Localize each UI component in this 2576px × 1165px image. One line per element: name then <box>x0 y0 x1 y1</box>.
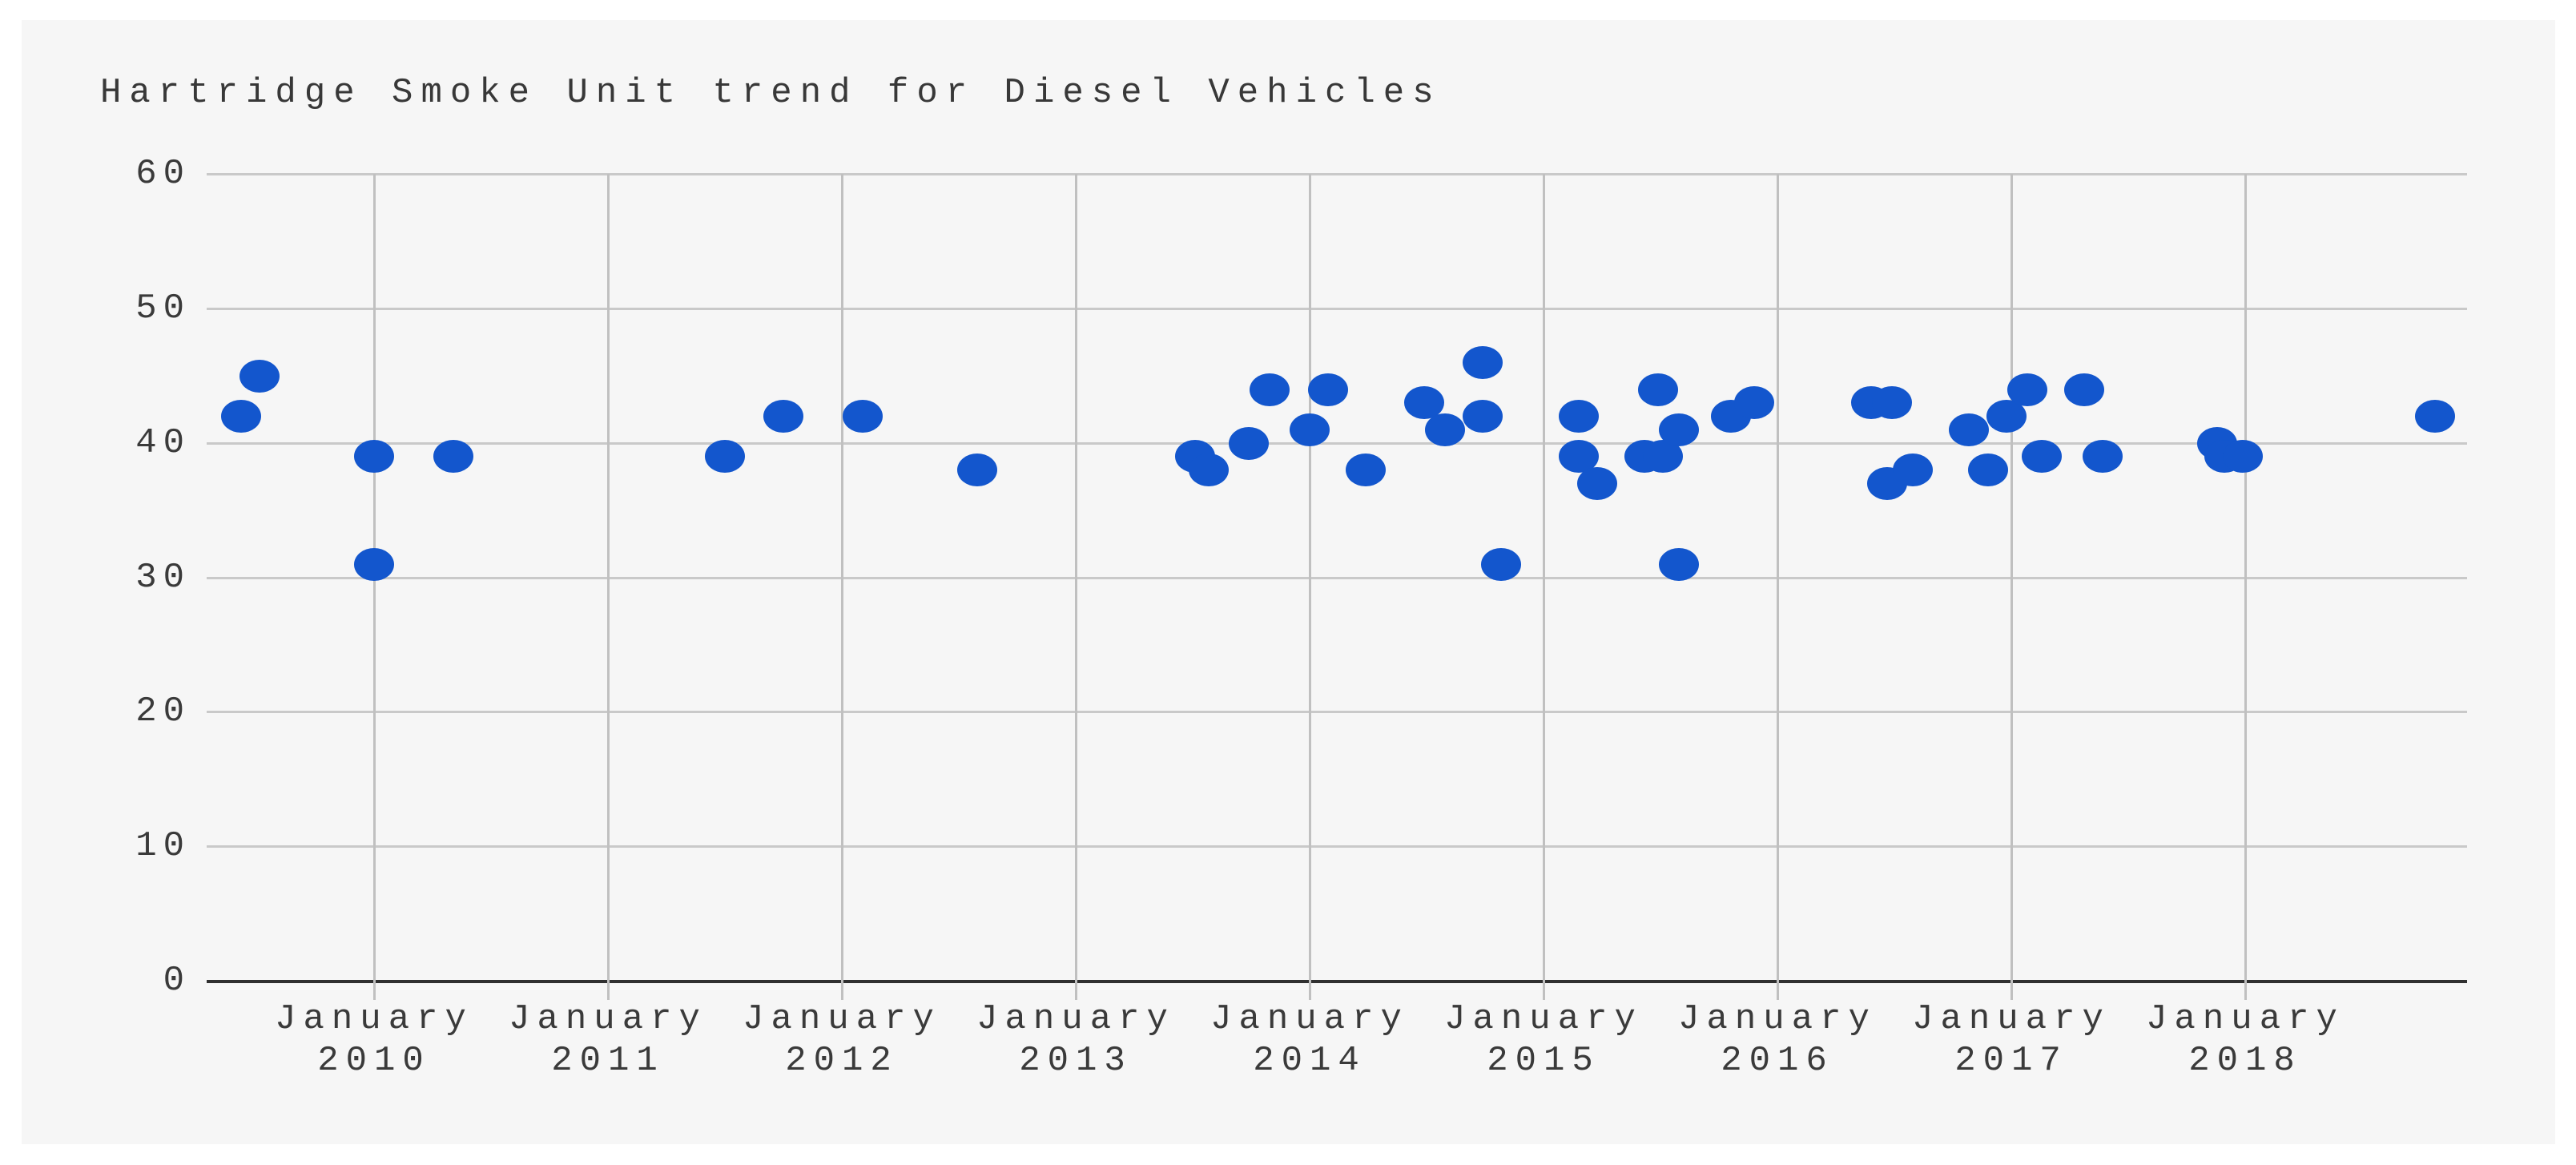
data-point[interactable] <box>220 400 261 433</box>
y-gridline <box>207 441 2467 445</box>
x-axis-baseline <box>207 980 2467 983</box>
x-tick-label: January 2012 <box>722 998 962 1082</box>
x-tick-year: 2012 <box>785 1041 899 1081</box>
data-point[interactable] <box>2063 373 2104 406</box>
data-point[interactable] <box>2082 440 2123 474</box>
x-tick-month: January <box>1210 999 1409 1039</box>
data-point[interactable] <box>843 400 883 433</box>
x-tick-year: 2013 <box>1019 1041 1133 1081</box>
data-point[interactable] <box>1638 373 1679 406</box>
y-tick-label: 20 <box>135 691 191 732</box>
x-tick-year: 2015 <box>1487 1041 1600 1081</box>
x-gridline <box>607 174 610 1000</box>
data-point[interactable] <box>1893 454 1934 487</box>
y-gridline <box>207 307 2467 310</box>
x-tick-month: January <box>2146 999 2345 1039</box>
data-point[interactable] <box>1986 400 2027 433</box>
x-tick-month: January <box>1912 999 2111 1039</box>
data-point[interactable] <box>1949 413 1990 446</box>
x-tick-label: January 2018 <box>2125 998 2365 1082</box>
data-point[interactable] <box>1250 373 1290 406</box>
data-point[interactable] <box>1872 386 1913 420</box>
x-tick-label: January 2014 <box>1189 998 1430 1082</box>
x-tick-label: January 2010 <box>254 998 494 1082</box>
data-point[interactable] <box>1659 413 1700 446</box>
x-tick-month: January <box>275 999 473 1039</box>
x-tick-label: January 2011 <box>488 998 728 1082</box>
data-point[interactable] <box>1229 426 1270 460</box>
data-point[interactable] <box>1558 400 1599 433</box>
x-gridline <box>1777 174 1779 1000</box>
x-tick-label: January 2017 <box>1891 998 2131 1082</box>
data-point[interactable] <box>433 440 474 474</box>
plot-area: 0 10 20 30 40 50 60 January 2010 January 2011 Janua… <box>22 20 2555 1144</box>
data-point[interactable] <box>2414 400 2455 433</box>
data-point[interactable] <box>2007 373 2048 406</box>
y-tick-label: 30 <box>135 557 191 598</box>
data-point[interactable] <box>1425 413 1466 446</box>
y-tick-label: 50 <box>135 288 191 329</box>
x-gridline <box>373 174 376 1000</box>
data-point[interactable] <box>1463 400 1503 433</box>
x-gridline <box>1543 174 1545 1000</box>
chart-title: Hartridge Smoke Unit trend for Diesel Ve… <box>100 73 1442 113</box>
data-point[interactable] <box>1463 345 1503 379</box>
x-tick-year: 2016 <box>1721 1041 1834 1081</box>
y-tick-label: 10 <box>135 826 191 867</box>
y-gridline <box>207 576 2467 579</box>
x-tick-year: 2017 <box>1954 1041 2068 1081</box>
x-gridline <box>1075 174 1077 1000</box>
x-tick-month: January <box>509 999 707 1039</box>
x-tick-month: January <box>1444 999 1643 1039</box>
data-point[interactable] <box>1346 454 1387 487</box>
data-point[interactable] <box>2223 440 2264 474</box>
x-tick-year: 2011 <box>551 1041 665 1081</box>
y-gridline <box>207 711 2467 714</box>
data-point[interactable] <box>239 359 280 393</box>
data-point[interactable] <box>1659 547 1700 581</box>
data-point[interactable] <box>1189 454 1230 487</box>
x-tick-label: January 2016 <box>1657 998 1898 1082</box>
y-gridline <box>207 845 2467 849</box>
data-point[interactable] <box>763 400 803 433</box>
x-tick-month: January <box>976 999 1175 1039</box>
data-point[interactable] <box>1481 547 1522 581</box>
x-tick-year: 2018 <box>2188 1041 2302 1081</box>
x-gridline <box>2010 174 2013 1000</box>
y-tick-label: 40 <box>135 422 191 463</box>
x-tick-year: 2010 <box>317 1041 431 1081</box>
data-point[interactable] <box>957 454 998 487</box>
x-tick-label: January 2015 <box>1423 998 1664 1082</box>
x-tick-label: January 2013 <box>956 998 1196 1082</box>
x-tick-month: January <box>1678 999 1877 1039</box>
data-point[interactable] <box>1967 454 2008 487</box>
data-point[interactable] <box>2021 440 2062 474</box>
x-gridline <box>2244 174 2247 1000</box>
chart-panel: Hartridge Smoke Unit trend for Diesel Ve… <box>22 20 2555 1144</box>
data-point[interactable] <box>705 440 745 474</box>
data-point[interactable] <box>1577 467 1618 501</box>
x-tick-year: 2014 <box>1253 1041 1366 1081</box>
data-point[interactable] <box>1733 386 1774 420</box>
y-gridline <box>207 173 2467 175</box>
x-tick-month: January <box>743 999 941 1039</box>
data-point[interactable] <box>1290 413 1330 446</box>
y-tick-label: 0 <box>163 961 191 1001</box>
data-point[interactable] <box>354 547 394 581</box>
data-point[interactable] <box>354 440 394 474</box>
data-point[interactable] <box>1308 373 1349 406</box>
x-gridline <box>1309 174 1311 1000</box>
x-gridline <box>841 174 843 1000</box>
y-tick-label: 60 <box>135 154 191 194</box>
